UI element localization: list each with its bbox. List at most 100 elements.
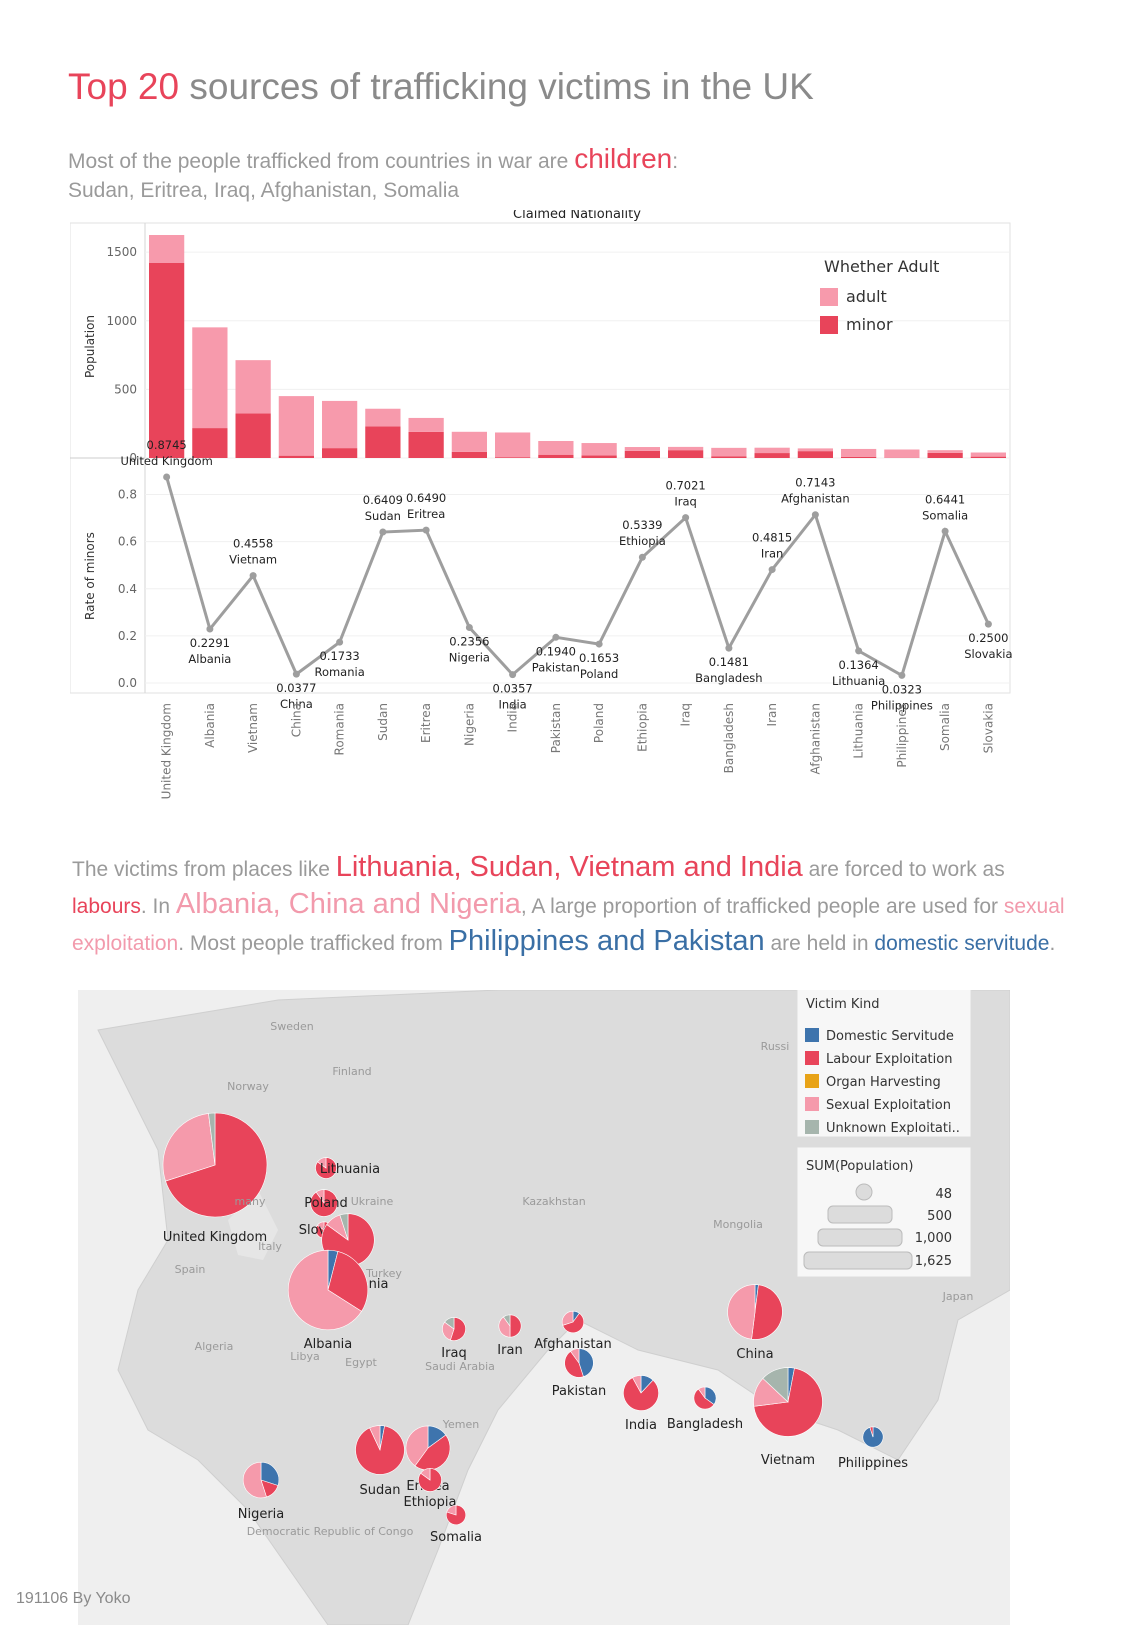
x-tick-label: Bangladesh	[722, 703, 736, 773]
x-tick-label: Iran	[765, 703, 779, 726]
x-tick-label: Vietnam	[246, 703, 260, 753]
bar-adult	[668, 446, 704, 451]
bar-adult	[538, 440, 574, 455]
rate-country-label: Afghanistan	[781, 492, 849, 506]
credit: 191106 By Yoko	[16, 1590, 131, 1607]
rate-point	[336, 638, 344, 646]
pie-slice-sexual	[420, 1468, 431, 1481]
bar-minor	[538, 454, 574, 458]
rate-value-label: 0.1481	[709, 655, 749, 669]
rate-country-label: Eritrea	[407, 507, 445, 521]
bar-adult	[495, 432, 531, 458]
summary-paragraph: The victims from places like Lithuania, …	[72, 850, 1072, 961]
rate-value-label: 0.6409	[363, 493, 403, 507]
victim-kind-swatch	[805, 1074, 819, 1088]
bar-minor	[581, 455, 617, 458]
bar-minor	[451, 451, 487, 458]
para-text-6: are held in	[764, 932, 875, 955]
pie-slice-unknown	[762, 1367, 789, 1403]
rate-point	[638, 553, 646, 561]
rate-value-label: 0.2356	[449, 635, 489, 649]
x-tick-label: Nigeria	[462, 703, 476, 746]
rate-point	[509, 671, 517, 679]
bar-adult	[149, 235, 185, 263]
title-rest: sources of trafficking victims in the UK	[179, 66, 814, 107]
rate-point	[941, 527, 949, 535]
map-place-label: Turkey	[365, 1267, 402, 1280]
pie-slice-sexual	[570, 1348, 580, 1364]
rate-country-label: Slovakia	[964, 647, 1012, 661]
country-label: Afghanistan	[534, 1337, 611, 1352]
bar-adult	[884, 449, 920, 458]
line-y-tick-label: 0.6	[118, 535, 137, 549]
pie-slice-unknown	[503, 1314, 511, 1327]
legend-swatch-minor	[820, 316, 838, 334]
subtitle-line-2: Sudan, Eritrea, Iraq, Afghanistan, Somal…	[68, 179, 460, 202]
pie-slice-sexual	[561, 1310, 574, 1326]
rate-line	[165, 476, 990, 678]
line-y-tick-label: 0.2	[118, 629, 137, 643]
pie-slice-sexual	[446, 1504, 457, 1516]
pie-slice-domestic	[704, 1386, 717, 1405]
map-place-label: Egypt	[345, 1356, 377, 1369]
line-y-tick-label: 0.4	[118, 582, 137, 596]
map-place-label: Yemen	[442, 1418, 480, 1431]
chart-title: Claimed Nationality	[513, 210, 641, 222]
x-tick-label: Afghanistan	[808, 703, 822, 774]
rate-value-label: 0.2291	[190, 636, 230, 650]
rate-country-label: Somalia	[922, 508, 968, 522]
country-label: Iran	[497, 1343, 522, 1358]
bar-minor	[235, 413, 271, 458]
size-legend-label: 48	[935, 1187, 952, 1202]
bar-minor	[711, 456, 747, 458]
victim-kind-label: Organ Harvesting	[826, 1075, 941, 1090]
title-highlight: Top 20	[68, 66, 180, 107]
x-tick-label: Poland	[592, 703, 606, 743]
x-tick-label: Sudan	[376, 703, 390, 741]
country-label: Lithuania	[320, 1162, 380, 1177]
rate-country-label: India	[499, 698, 527, 712]
victim-kind-swatch	[805, 1097, 819, 1111]
country-label: Pakistan	[552, 1384, 606, 1399]
para-text-5: . Most people trafficked from	[178, 932, 449, 955]
size-legend-mark-500	[827, 1205, 893, 1224]
legend-swatch-adult	[820, 288, 838, 306]
line-y-axis-label: Rate of minors	[83, 532, 97, 620]
rate-country-label: Nigeria	[449, 651, 490, 665]
pie-slice-labour	[693, 1388, 715, 1410]
bar-minor	[970, 456, 1006, 458]
victim-kind-label: Labour Exploitation	[826, 1052, 952, 1067]
legend-label-minor: minor	[846, 315, 893, 334]
rate-country-label: United Kingdom	[120, 454, 212, 468]
para-highlight-sexual-countries: Albania, China and Nigeria	[175, 888, 521, 920]
bar-minor	[365, 426, 401, 458]
page-title: Top 20 sources of trafficking victims in…	[68, 66, 814, 108]
pie-slice-labour	[165, 1112, 268, 1218]
country-label: Nigeria	[238, 1507, 285, 1522]
map-place-label: Italy	[258, 1240, 282, 1253]
pie-slice-sexual	[698, 1386, 706, 1399]
bar-adult	[235, 360, 271, 414]
map-place-label: many	[235, 1195, 266, 1208]
rate-country-label: Pakistan	[532, 660, 580, 674]
rate-country-label: Ethiopia	[619, 534, 666, 548]
rate-point	[811, 511, 819, 519]
map-place-label: Mongolia	[713, 1218, 763, 1231]
subtitle-post: :	[672, 150, 679, 173]
line-y-tick-label: 0.8	[118, 488, 137, 502]
rate-value-label: 0.6441	[925, 492, 965, 506]
x-tick-label: Philippines	[895, 703, 909, 768]
bar-adult	[711, 447, 747, 457]
map-place-label: Norway	[227, 1080, 269, 1093]
rate-value-label: 0.0323	[882, 682, 922, 696]
rate-point	[768, 566, 776, 574]
rate-value-label: 0.1733	[320, 649, 360, 663]
country-label: Ethiopia	[404, 1495, 457, 1510]
size-legend-label: 1,000	[915, 1231, 952, 1246]
pie-slice-sexual	[287, 1249, 363, 1331]
subtitle-children: children	[574, 143, 673, 174]
x-tick-label: Iraq	[679, 703, 693, 726]
size-legend-mark-1625	[803, 1251, 913, 1270]
bar-adult	[278, 396, 314, 456]
para-highlight-labour-countries: Lithuania, Sudan, Vietnam and India	[335, 851, 803, 883]
